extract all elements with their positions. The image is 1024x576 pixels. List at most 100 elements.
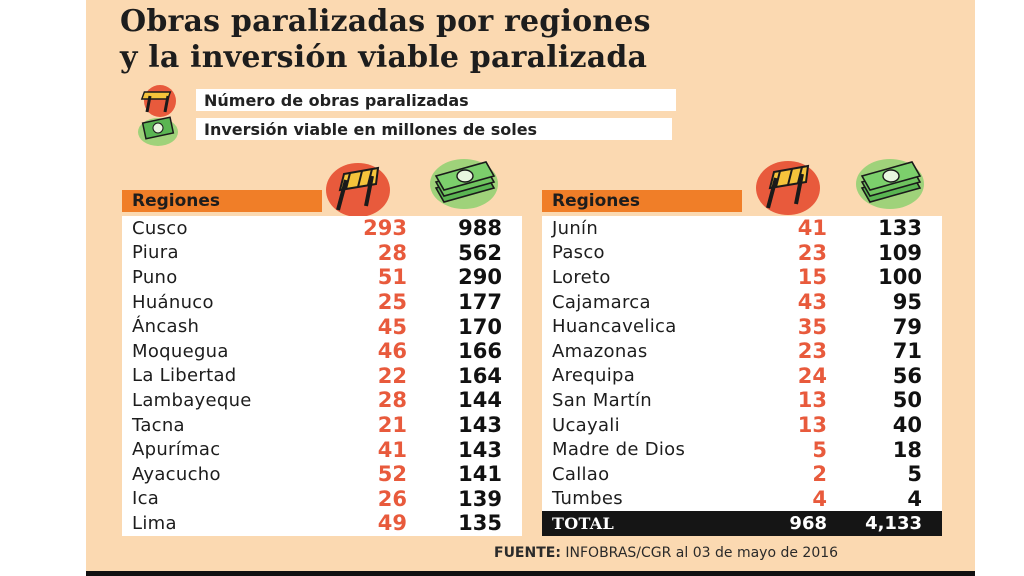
obras-value: 35	[797, 314, 827, 339]
source-label: FUENTE:	[494, 545, 561, 561]
obras-value: 43	[797, 290, 827, 315]
table-row: Amazonas 23 71	[542, 338, 942, 364]
table-row: Huancavelica 35 79	[542, 314, 942, 339]
table-row: Loreto 15 100	[542, 265, 942, 290]
total-inversion-value: 4,133	[865, 512, 922, 534]
region-name: Cajamarca	[552, 291, 651, 313]
region-name: Moquegua	[132, 340, 229, 362]
inversion-value: 135	[458, 511, 502, 536]
inversion-value: 50	[892, 388, 922, 413]
obras-value: 41	[797, 216, 827, 241]
region-name: Arequipa	[552, 365, 636, 387]
barrier-icon	[326, 163, 390, 217]
obras-value: 28	[377, 240, 407, 265]
inversion-value: 133	[878, 216, 922, 241]
table-row: Lima 49 135	[122, 511, 522, 536]
obras-value: 23	[797, 240, 827, 265]
inversion-value: 109	[878, 240, 922, 265]
obras-value: 4	[812, 486, 827, 511]
title-line-1: Obras paralizadas por regiones	[120, 4, 651, 39]
obras-value: 49	[377, 511, 407, 536]
table-row: Madre de Dios 5 18	[542, 437, 942, 462]
inversion-value: 79	[892, 314, 922, 339]
inversion-value: 56	[892, 363, 922, 388]
obras-value: 15	[797, 265, 827, 290]
obras-value: 46	[377, 339, 407, 364]
obras-value: 293	[363, 216, 407, 241]
inversion-value: 144	[458, 388, 502, 413]
table-row: Ica 26 139	[122, 486, 522, 512]
region-name: Junín	[552, 217, 599, 239]
table-row: Ucayali 13 40	[542, 412, 942, 438]
inversion-value: 562	[458, 240, 502, 265]
source-note: FUENTE: INFOBRAS/CGR al 03 de mayo de 20…	[494, 545, 838, 561]
region-name: Tumbes	[552, 488, 623, 510]
title-line-2: y la inversión viable paralizada	[120, 40, 648, 75]
inversion-value: 18	[892, 437, 922, 462]
obras-value: 13	[797, 388, 827, 413]
money-stack-icon	[430, 159, 498, 209]
inversion-value: 4	[907, 486, 922, 511]
inversion-value: 164	[458, 363, 502, 388]
inversion-value: 100	[878, 265, 922, 290]
table-row: Piura 28 562	[122, 240, 522, 266]
inversion-value: 139	[458, 486, 502, 511]
total-label: TOTAL	[552, 513, 615, 533]
money-stack-icon	[856, 159, 924, 209]
inversion-value: 988	[458, 216, 502, 241]
obras-value: 23	[797, 339, 827, 364]
table-row: Tacna 21 143	[122, 412, 522, 438]
obras-value: 24	[797, 363, 827, 388]
table-row: Ayacucho 52 141	[122, 461, 522, 487]
table-row: Cusco 293 988	[122, 216, 522, 241]
inversion-value: 95	[892, 290, 922, 315]
table-row: Lambayeque 28 144	[122, 388, 522, 413]
table-row: San Martín 13 50	[542, 388, 942, 413]
inversion-value: 170	[458, 314, 502, 339]
region-name: Lima	[132, 512, 177, 534]
obras-value: 13	[797, 413, 827, 438]
table-row: La Libertad 22 164	[122, 363, 522, 389]
obras-value: 2	[812, 462, 827, 487]
region-name: Puno	[132, 266, 178, 288]
inversion-value: 143	[458, 413, 502, 438]
legend-obras: Número de obras paralizadas	[196, 89, 676, 111]
obras-value: 28	[377, 388, 407, 413]
region-name: Apurímac	[132, 439, 221, 461]
table-row: Callao 2 5	[542, 461, 942, 487]
region-name: Loreto	[552, 266, 611, 288]
inversion-value: 166	[458, 339, 502, 364]
legend-inversion: Inversión viable en millones de soles	[196, 118, 672, 140]
region-name: Huánuco	[132, 291, 214, 313]
barrier-icon	[140, 85, 176, 117]
obras-value: 52	[377, 462, 407, 487]
inversion-value: 143	[458, 437, 502, 462]
region-name: Cusco	[132, 217, 188, 239]
region-name: Ica	[132, 488, 160, 510]
inversion-value: 71	[892, 339, 922, 364]
region-name: Ayacucho	[132, 463, 221, 485]
inversion-value: 5	[907, 462, 922, 487]
obras-value: 45	[377, 314, 407, 339]
table-left: Cusco 293 988 Piura 28 562 Puno 51 290 Huánuco 25 1…	[122, 216, 522, 536]
obras-value: 25	[377, 290, 407, 315]
table-row: Arequipa 24 56	[542, 363, 942, 389]
table-row: Junín 41 133	[542, 216, 942, 241]
table-row: Apurímac 41 143	[122, 437, 522, 462]
obras-value: 26	[377, 486, 407, 511]
region-name: Ucayali	[552, 414, 620, 436]
inversion-value: 177	[458, 290, 502, 315]
region-name: Huancavelica	[552, 316, 677, 338]
region-name: Tacna	[132, 414, 185, 436]
table-right: Junín 41 133 Pasco 23 109 Loreto 15 100 Cajamarca…	[542, 216, 942, 536]
header-regiones-left: Regiones	[122, 190, 322, 212]
region-name: Amazonas	[552, 340, 648, 362]
table-row: Áncash 45 170	[122, 314, 522, 339]
region-name: Pasco	[552, 242, 605, 264]
inversion-value: 141	[458, 462, 502, 487]
barrier-icon	[756, 161, 820, 215]
inversion-value: 290	[458, 265, 502, 290]
total-obras-value: 968	[789, 512, 827, 534]
money-stack-icon	[138, 116, 178, 146]
table-row: Cajamarca 43 95	[542, 289, 942, 315]
